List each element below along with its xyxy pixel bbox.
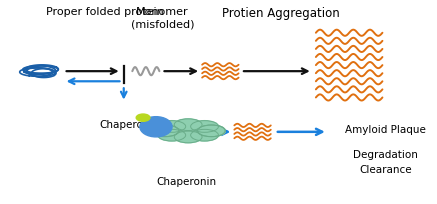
Text: Chaperonin: Chaperonin xyxy=(156,176,216,186)
Text: Amyloid Plaque: Amyloid Plaque xyxy=(345,124,426,134)
Ellipse shape xyxy=(198,125,225,137)
Ellipse shape xyxy=(191,130,218,141)
Text: Protien Aggregation: Protien Aggregation xyxy=(222,7,340,20)
Ellipse shape xyxy=(174,119,202,131)
Ellipse shape xyxy=(151,125,179,137)
Text: Degradation: Degradation xyxy=(353,149,418,159)
Ellipse shape xyxy=(136,114,150,122)
Text: Monomer
(misfolded): Monomer (misfolded) xyxy=(131,7,194,29)
Ellipse shape xyxy=(191,121,218,133)
Text: Chaperone: Chaperone xyxy=(100,119,156,129)
Text: Clearance: Clearance xyxy=(359,164,412,174)
Ellipse shape xyxy=(158,130,186,141)
Ellipse shape xyxy=(198,125,225,137)
Ellipse shape xyxy=(158,121,186,133)
Text: Proper folded protein: Proper folded protein xyxy=(46,7,164,17)
Ellipse shape xyxy=(140,117,172,137)
Ellipse shape xyxy=(151,125,179,137)
Ellipse shape xyxy=(174,132,202,143)
